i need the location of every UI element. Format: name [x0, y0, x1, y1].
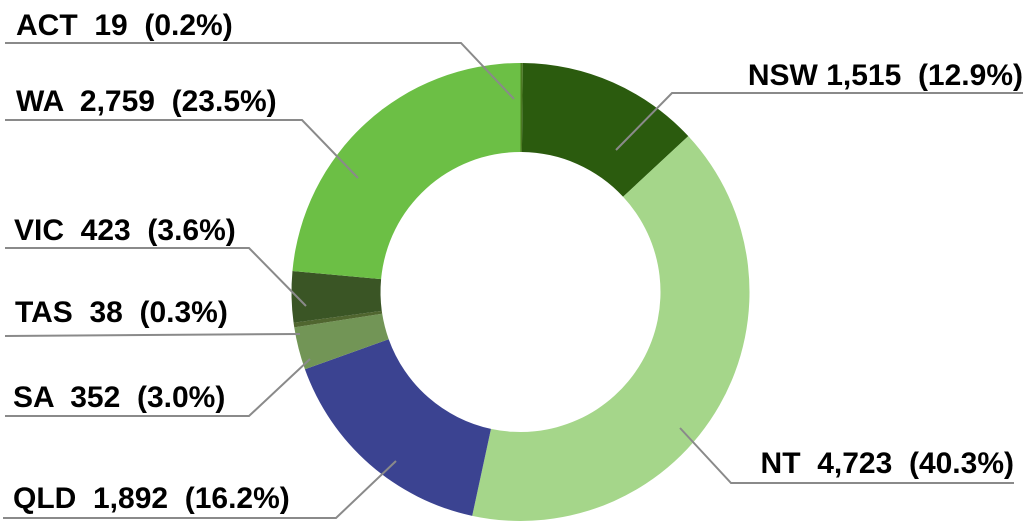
donut-slice-sa[interactable]: [294, 313, 389, 370]
label-act: ACT 19 (0.2%): [16, 9, 233, 42]
label-nsw: NSW 1,515 (12.9%): [747, 59, 1023, 92]
leader-line-vic: [5, 247, 307, 307]
leader-lines: [3, 42, 1023, 519]
label-tas: TAS 38 (0.3%): [15, 296, 228, 329]
leader-line-sa: [5, 358, 311, 417]
label-vic: VIC 423 (3.6%): [14, 214, 236, 247]
label-qld: QLD 1,892 (16.2%): [13, 482, 290, 515]
leader-line-nsw: [615, 92, 1023, 151]
leader-line-nt: [679, 427, 1014, 484]
donut-slice-qld[interactable]: [304, 339, 491, 516]
donut-slice-nt[interactable]: [472, 136, 750, 522]
donut-slice-act[interactable]: [520, 62, 523, 153]
leader-line-tas: [4, 333, 301, 337]
leader-line-act: [5, 42, 515, 100]
label-wa: WA 2,759 (23.5%): [16, 85, 277, 118]
donut-slice-tas[interactable]: [293, 310, 383, 328]
leader-line-wa: [5, 119, 359, 179]
donut-slices: [291, 62, 750, 522]
leader-line-qld: [3, 460, 397, 519]
label-nt: NT 4,723 (40.3%): [760, 447, 1014, 480]
donut-slice-wa[interactable]: [292, 63, 521, 280]
donut-slice-nsw[interactable]: [521, 63, 689, 197]
donut-slice-vic[interactable]: [291, 271, 382, 323]
label-sa: SA 352 (3.0%): [13, 381, 226, 414]
